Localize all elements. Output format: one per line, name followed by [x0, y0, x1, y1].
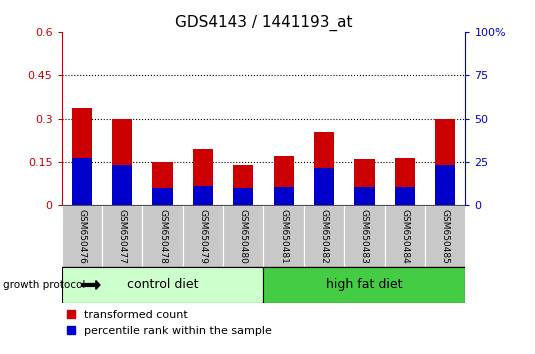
Bar [112, 119, 132, 205]
Bar [304, 205, 345, 267]
Text: GSM650485: GSM650485 [441, 209, 450, 264]
Text: control diet: control diet [127, 279, 198, 291]
Text: GSM650482: GSM650482 [319, 209, 328, 264]
Bar [142, 205, 182, 267]
Title: GDS4143 / 1441193_at: GDS4143 / 1441193_at [175, 14, 352, 30]
Text: GSM650480: GSM650480 [239, 209, 248, 264]
Bar [425, 205, 465, 267]
Bar [193, 149, 213, 205]
Bar [182, 205, 223, 267]
Bar [354, 159, 374, 205]
Text: GSM650479: GSM650479 [198, 209, 208, 264]
Bar [435, 165, 455, 205]
Text: GSM650483: GSM650483 [360, 209, 369, 264]
Bar [395, 158, 415, 205]
Bar [223, 205, 264, 267]
Bar [62, 205, 102, 267]
Bar [354, 187, 374, 205]
Bar [263, 205, 304, 267]
Bar [435, 119, 455, 205]
Text: GSM650478: GSM650478 [158, 209, 167, 264]
Text: GSM650477: GSM650477 [118, 209, 127, 264]
Bar [233, 165, 254, 205]
Bar [193, 185, 213, 205]
Text: growth protocol: growth protocol [3, 280, 85, 290]
Legend: transformed count, percentile rank within the sample: transformed count, percentile rank withi… [67, 310, 272, 336]
Bar [102, 205, 142, 267]
Text: high fat diet: high fat diet [326, 279, 403, 291]
Text: GSM650484: GSM650484 [400, 209, 409, 264]
Bar [72, 158, 92, 205]
Bar [152, 162, 173, 205]
Text: GSM650476: GSM650476 [77, 209, 86, 264]
Bar [72, 108, 92, 205]
Bar [314, 132, 334, 205]
FancyArrow shape [82, 280, 100, 290]
Bar [273, 187, 294, 205]
Bar [152, 188, 173, 205]
Bar [385, 205, 425, 267]
Text: GSM650481: GSM650481 [279, 209, 288, 264]
Bar [345, 205, 385, 267]
Bar [314, 168, 334, 205]
Bar [233, 188, 254, 205]
Bar [395, 187, 415, 205]
Bar [263, 267, 465, 303]
Bar [62, 267, 263, 303]
Bar [273, 156, 294, 205]
Bar [112, 165, 132, 205]
